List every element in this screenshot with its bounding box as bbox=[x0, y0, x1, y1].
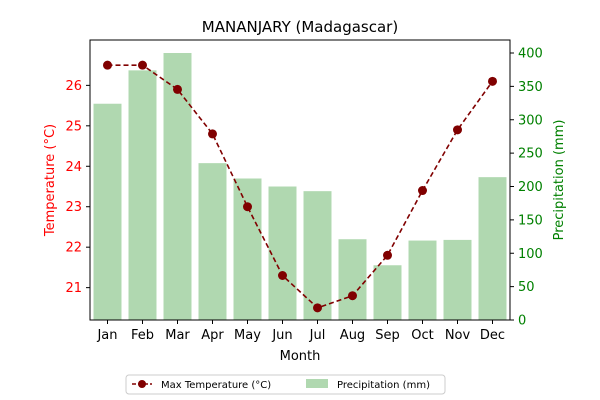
precipitation-bars bbox=[93, 53, 507, 320]
temperature-point-sep bbox=[383, 250, 392, 260]
precipitation-bar-dec bbox=[478, 177, 507, 320]
temperature-point-jan bbox=[103, 60, 112, 70]
left-tick-label: 25 bbox=[65, 119, 82, 134]
right-tick-label: 350 bbox=[518, 80, 543, 95]
precipitation-bar-feb bbox=[128, 70, 157, 320]
precipitation-bar-sep bbox=[373, 265, 402, 320]
left-tick-label: 24 bbox=[65, 160, 82, 175]
x-tick-label: Jan bbox=[96, 328, 117, 343]
chart-title: MANANJARY (Madagascar) bbox=[202, 18, 398, 36]
legend-box bbox=[125, 374, 446, 395]
x-tick-label: Apr bbox=[201, 328, 224, 343]
plot-frame bbox=[89, 39, 511, 321]
precipitation-bar-jan bbox=[93, 103, 122, 320]
legend-label-temperature: Max Temperature (°C) bbox=[161, 380, 271, 391]
right-tick-label: 50 bbox=[518, 280, 535, 295]
right-tick-label: 400 bbox=[518, 47, 543, 62]
left-tick-label: 26 bbox=[65, 79, 82, 94]
legend-label-precipitation: Precipitation (mm) bbox=[337, 380, 430, 391]
precipitation-bar-apr bbox=[198, 163, 227, 320]
temperature-point-aug bbox=[348, 291, 357, 301]
temperature-polyline bbox=[107, 64, 494, 309]
right-tick-label: 100 bbox=[518, 247, 543, 262]
x-tick-label: Feb bbox=[131, 328, 154, 343]
precipitation-bar-may bbox=[233, 178, 262, 320]
x-axis-ticks: Jan Feb Mar Apr May Jun Jul Aug Sep Oct Nov Dec bbox=[96, 320, 505, 343]
temperature-point-jul bbox=[313, 303, 322, 313]
x-tick-label: Aug bbox=[340, 328, 365, 343]
left-tick-label: 22 bbox=[65, 241, 82, 256]
temperature-line bbox=[103, 60, 497, 313]
right-tick-label: 250 bbox=[518, 147, 543, 162]
x-tick-label: Dec bbox=[480, 328, 505, 343]
legend-line-marker bbox=[138, 380, 146, 388]
x-tick-label: Sep bbox=[375, 328, 400, 343]
x-tick-label: Oct bbox=[411, 328, 433, 343]
x-tick-label: Nov bbox=[445, 328, 471, 343]
x-tick-label: Jun bbox=[271, 328, 292, 343]
precipitation-bar-oct bbox=[408, 240, 437, 320]
right-tick-label: 200 bbox=[518, 180, 543, 195]
temperature-point-feb bbox=[138, 60, 147, 70]
temperature-point-dec bbox=[488, 76, 497, 86]
precipitation-bar-jun bbox=[268, 186, 297, 320]
temperature-point-may bbox=[243, 202, 252, 212]
temperature-point-mar bbox=[173, 84, 182, 94]
precipitation-bar-mar bbox=[163, 53, 192, 320]
right-tick-label: 0 bbox=[518, 314, 526, 329]
left-tick-label: 23 bbox=[65, 200, 82, 215]
precipitation-bar-aug bbox=[338, 239, 367, 320]
x-tick-label: Mar bbox=[165, 328, 190, 343]
temperature-point-oct bbox=[418, 186, 427, 196]
left-tick-label: 21 bbox=[65, 281, 82, 296]
right-tick-label: 300 bbox=[518, 113, 543, 128]
temperature-point-nov bbox=[453, 125, 462, 135]
precipitation-bar-nov bbox=[443, 239, 472, 320]
legend-bar-swatch bbox=[306, 379, 328, 388]
right-axis-ticks: 0 50 100 150 200 250 300 350 400 bbox=[510, 47, 543, 329]
precipitation-bar-jul bbox=[303, 191, 332, 320]
temperature-point-jun bbox=[278, 271, 287, 280]
temperature-point-apr bbox=[208, 129, 217, 139]
right-axis-label: Precipitation (mm) bbox=[552, 120, 567, 241]
legend: Max Temperature (°C) Precipitation (mm) bbox=[125, 374, 446, 395]
left-axis-ticks: 21 22 23 24 25 26 bbox=[65, 79, 90, 296]
right-tick-label: 150 bbox=[518, 213, 543, 228]
left-axis-label: Temperature (°C) bbox=[43, 124, 58, 237]
x-axis-label: Month bbox=[280, 349, 321, 364]
x-tick-label: May bbox=[234, 328, 261, 343]
x-tick-label: Jul bbox=[309, 328, 326, 343]
